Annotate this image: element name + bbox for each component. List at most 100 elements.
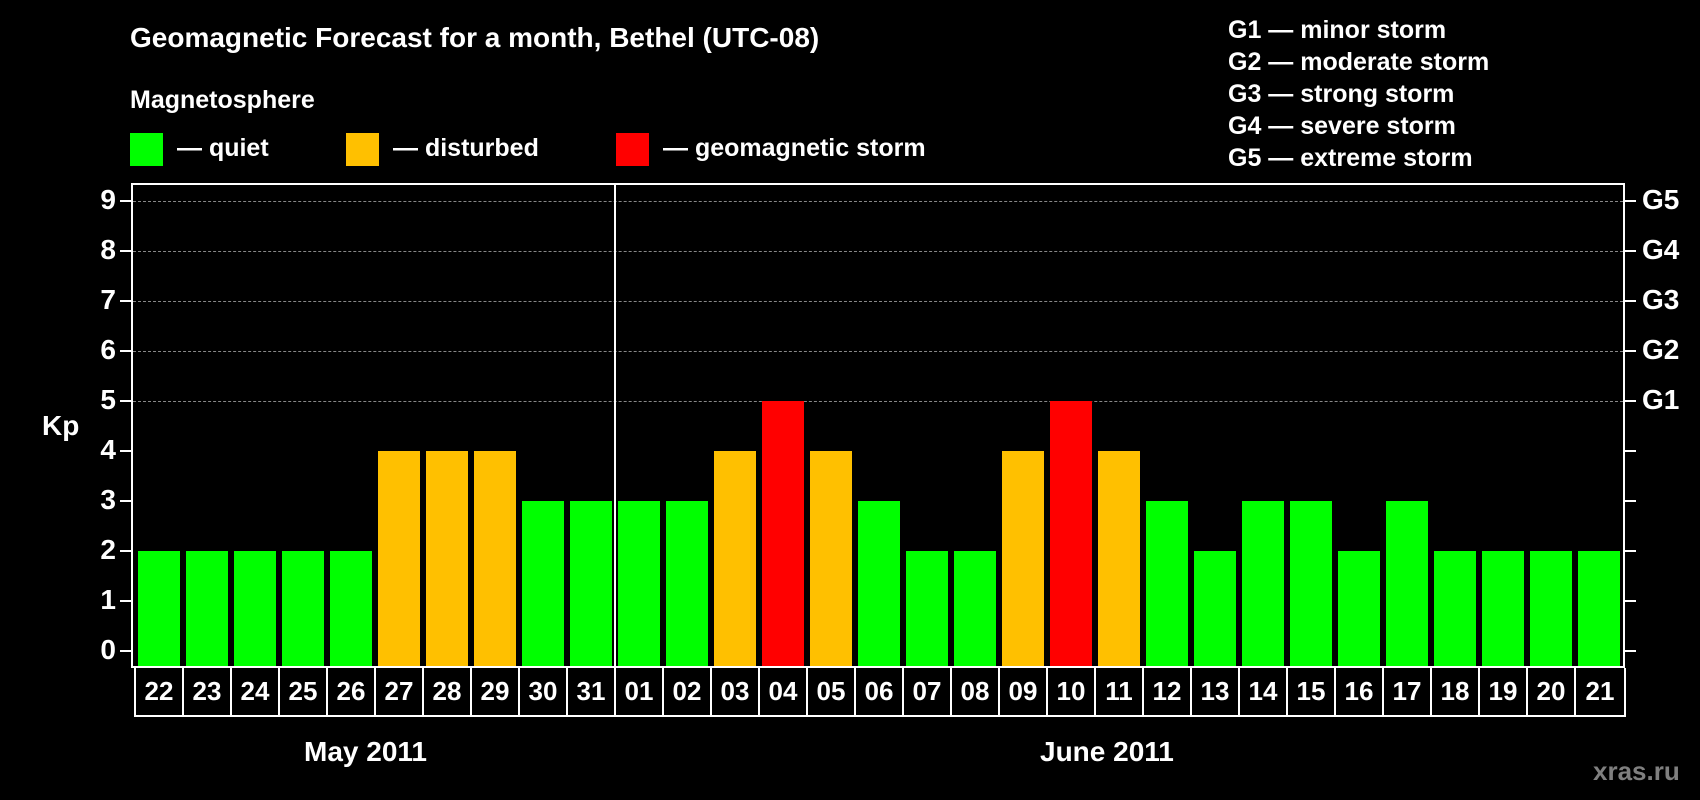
- gridline: [133, 201, 1623, 202]
- gridline: [133, 351, 1623, 352]
- date-cell: 31: [568, 668, 616, 715]
- chart-frame: [131, 183, 1625, 668]
- gridline: [133, 301, 1623, 302]
- bar-quiet: [858, 501, 900, 667]
- right-y-tick: [1625, 300, 1636, 302]
- right-y-tick: [1625, 350, 1636, 352]
- date-cell: 03: [712, 668, 760, 715]
- g-scale-item: G1 — minor storm: [1228, 16, 1447, 44]
- date-cell: 04: [760, 668, 808, 715]
- right-y-tick: [1625, 600, 1636, 602]
- month-label-june: June 2011: [1040, 736, 1174, 767]
- date-cell: 06: [856, 668, 904, 715]
- date-cell: 25: [280, 668, 328, 715]
- right-y-tick: [1625, 650, 1636, 652]
- bar-quiet: [282, 551, 324, 667]
- gridline: [133, 251, 1623, 252]
- bar-quiet: [1290, 501, 1332, 667]
- y-tick-label: 3: [100, 484, 116, 515]
- bar-quiet: [1530, 551, 1572, 667]
- month-divider: [614, 183, 616, 668]
- g-scale-item: G2 — moderate storm: [1228, 48, 1490, 76]
- date-cell: 09: [1000, 668, 1048, 715]
- date-cell: 23: [184, 668, 232, 715]
- date-cell: 07: [904, 668, 952, 715]
- bar-disturbed: [426, 451, 468, 667]
- bar-quiet: [186, 551, 228, 667]
- watermark: xras.ru: [1593, 756, 1680, 786]
- g-scale-axis-label: G3: [1642, 284, 1680, 315]
- bar-disturbed: [810, 451, 852, 667]
- date-cell: 17: [1384, 668, 1432, 715]
- y-tick: [120, 200, 131, 202]
- legend-heading: Magnetosphere: [130, 86, 315, 114]
- bar-quiet: [1482, 551, 1524, 667]
- date-cell: 08: [952, 668, 1000, 715]
- y-tick: [120, 350, 131, 352]
- bar-quiet: [666, 501, 708, 667]
- date-cell: 01: [616, 668, 664, 715]
- bar-disturbed: [714, 451, 756, 667]
- date-cell: 05: [808, 668, 856, 715]
- bar-quiet: [570, 501, 612, 667]
- chart-title: Geomagnetic Forecast for a month, Bethel…: [130, 22, 820, 53]
- g-scale-item: G3 — strong storm: [1228, 80, 1455, 108]
- y-axis-label: Kp: [42, 410, 80, 441]
- gridline: [133, 401, 1623, 402]
- y-tick-label: 2: [100, 534, 116, 565]
- right-y-tick: [1625, 550, 1636, 552]
- g-scale-item: G5 — extreme storm: [1228, 144, 1473, 172]
- month-label-may: May 2011: [304, 736, 427, 767]
- date-cell: 13: [1192, 668, 1240, 715]
- legend-label-disturbed: — disturbed: [393, 134, 539, 162]
- legend-swatch-storm: [616, 133, 649, 166]
- date-cell: 22: [136, 668, 184, 715]
- y-tick: [120, 450, 131, 452]
- date-cell: 27: [376, 668, 424, 715]
- bar-quiet: [618, 501, 660, 667]
- date-cell: 12: [1144, 668, 1192, 715]
- y-tick: [120, 400, 131, 402]
- bar-quiet: [1146, 501, 1188, 667]
- right-y-tick: [1625, 450, 1636, 452]
- y-tick-label: 7: [100, 284, 116, 315]
- bar-quiet: [330, 551, 372, 667]
- bar-quiet: [1386, 501, 1428, 667]
- date-cell: 10: [1048, 668, 1096, 715]
- y-tick: [120, 550, 131, 552]
- date-cell: 20: [1528, 668, 1576, 715]
- date-cell: 18: [1432, 668, 1480, 715]
- bar-quiet: [1434, 551, 1476, 667]
- y-tick-label: 9: [100, 184, 116, 215]
- right-y-tick: [1625, 250, 1636, 252]
- right-y-tick: [1625, 400, 1636, 402]
- g-scale-axis-label: G4: [1642, 234, 1680, 265]
- g-scale-legend: G1 — minor storm G2 — moderate storm G3 …: [1228, 14, 1489, 174]
- legend-label-quiet: — quiet: [177, 134, 269, 162]
- bar-quiet: [906, 551, 948, 667]
- right-y-tick: [1625, 500, 1636, 502]
- date-cell: 29: [472, 668, 520, 715]
- legend-swatch-disturbed: [346, 133, 379, 166]
- bar-quiet: [138, 551, 180, 667]
- date-cell: 21: [1585, 676, 1615, 706]
- bar-disturbed: [474, 451, 516, 667]
- date-cell: 30: [520, 668, 568, 715]
- right-y-tick: [1625, 200, 1636, 202]
- y-tick-label: 6: [100, 334, 116, 365]
- legend-label-storm: — geomagnetic storm: [663, 134, 926, 162]
- date-cell: 26: [328, 668, 376, 715]
- g-scale-item: G4 — severe storm: [1228, 112, 1456, 140]
- bar-storm: [762, 401, 804, 667]
- y-tick: [120, 650, 131, 652]
- g-scale-axis-label: G2: [1642, 334, 1680, 365]
- date-axis: 22 23 24 25 26 27 28 29 30 31 01 02 03 04 05 06 07 08 09 10…: [134, 668, 1626, 717]
- y-tick-label: 5: [100, 384, 116, 415]
- bar-quiet: [1242, 501, 1284, 667]
- bar-storm: [1050, 401, 1092, 667]
- date-cell: 24: [232, 668, 280, 715]
- g-scale-axis-label: G1: [1642, 384, 1680, 415]
- date-cell: 28: [424, 668, 472, 715]
- bar-disturbed: [1098, 451, 1140, 667]
- y-tick-label: 8: [100, 234, 116, 265]
